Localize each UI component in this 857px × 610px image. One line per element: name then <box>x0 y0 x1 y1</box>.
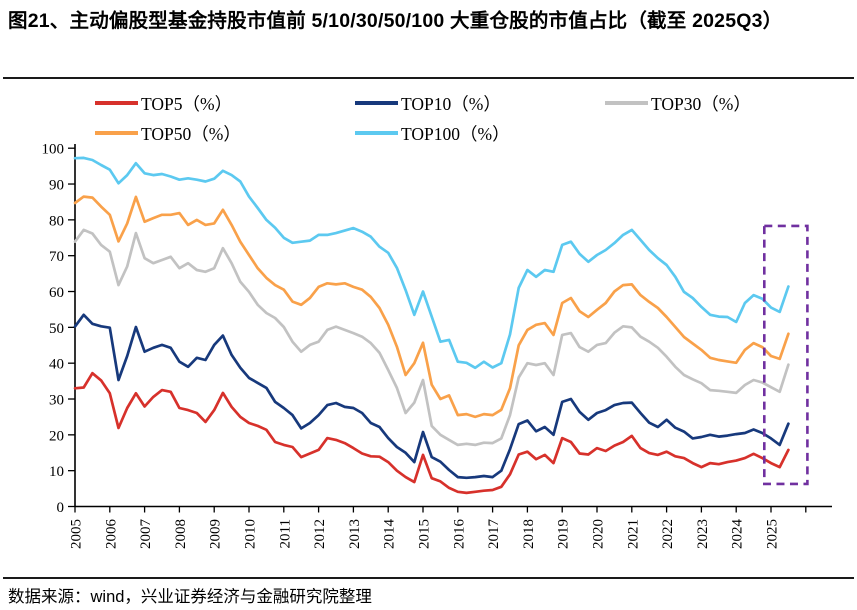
legend-item-top100: TOP100（%） <box>355 122 510 144</box>
x-tick-label: 2015 <box>417 519 433 549</box>
y-tick-label: 20 <box>49 428 64 444</box>
y-tick-label: 60 <box>49 285 64 301</box>
legend-swatch-top10 <box>355 101 398 105</box>
y-tick-label: 90 <box>49 178 64 194</box>
x-tick-label: 2007 <box>138 519 154 550</box>
x-tick-label: 2021 <box>625 519 641 549</box>
y-tick-label: 10 <box>49 464 64 480</box>
x-tick-label: 2012 <box>312 519 328 549</box>
x-tick-label: 2016 <box>451 519 467 550</box>
y-tick-label: 70 <box>49 249 64 265</box>
x-tick-label: 2008 <box>173 519 189 549</box>
y-tick-label: 100 <box>42 142 65 158</box>
x-tick-label: 2023 <box>695 519 711 549</box>
x-tick-label: 2019 <box>556 519 572 549</box>
x-tick-label: 2010 <box>243 519 259 549</box>
legend-swatch-top30 <box>605 101 648 105</box>
y-tick-label: 30 <box>49 393 64 409</box>
x-tick-label: 2022 <box>660 519 676 549</box>
legend-swatch-top50 <box>95 131 138 135</box>
series-line-top10 <box>73 313 790 480</box>
legend-label-top30: TOP30（%） <box>651 93 751 114</box>
y-tick-label: 40 <box>49 357 64 373</box>
series-line-top5 <box>73 371 790 495</box>
data-source-text: 数据来源：wind，兴业证券经济与金融研究院整理 <box>8 588 372 606</box>
highlight-box-2025 <box>762 224 809 486</box>
title-divider <box>3 77 854 79</box>
legend-item-top10: TOP10（%） <box>355 92 501 114</box>
x-tick-label: 2020 <box>591 519 607 549</box>
x-tick-label: 2009 <box>208 519 224 549</box>
y-tick-label: 0 <box>57 500 65 516</box>
legend-label-top5: TOP5（%） <box>141 93 233 114</box>
y-tick-label: 80 <box>49 213 64 229</box>
x-tick-label: 2024 <box>730 519 746 550</box>
legend-item-top5: TOP5（%） <box>95 92 232 114</box>
x-tick-label: 2006 <box>103 519 119 550</box>
footer-divider <box>3 577 854 579</box>
x-tick-label: 2013 <box>347 519 363 549</box>
y-tick-label: 50 <box>49 321 64 337</box>
x-tick-label: 2005 <box>69 519 85 549</box>
series-line-top50 <box>73 195 790 419</box>
legend-label-top100: TOP100（%） <box>401 123 510 144</box>
x-tick-label: 2018 <box>521 519 537 549</box>
chart-legend: TOP5（%） TOP10（%） TOP30（%） TOP50（%） TOP100（%） <box>0 0 857 148</box>
series-line-top100 <box>73 156 790 370</box>
legend-swatch-top100 <box>355 131 398 135</box>
series-line-top30 <box>73 228 790 447</box>
figure-title: 图21、主动偏股型基金持股市值前 5/10/30/50/100 大重仓股的市值占… <box>8 10 783 32</box>
legend-swatch-top5 <box>95 101 138 105</box>
legend-label-top50: TOP50（%） <box>141 123 241 144</box>
x-tick-label: 2011 <box>277 519 293 548</box>
legend-item-top30: TOP30（%） <box>605 92 751 114</box>
legend-item-top50: TOP50（%） <box>95 122 241 144</box>
legend-label-top10: TOP10（%） <box>401 93 501 114</box>
x-tick-label: 2025 <box>765 519 781 549</box>
x-tick-label: 2014 <box>382 519 398 550</box>
x-tick-label: 2017 <box>486 519 502 550</box>
